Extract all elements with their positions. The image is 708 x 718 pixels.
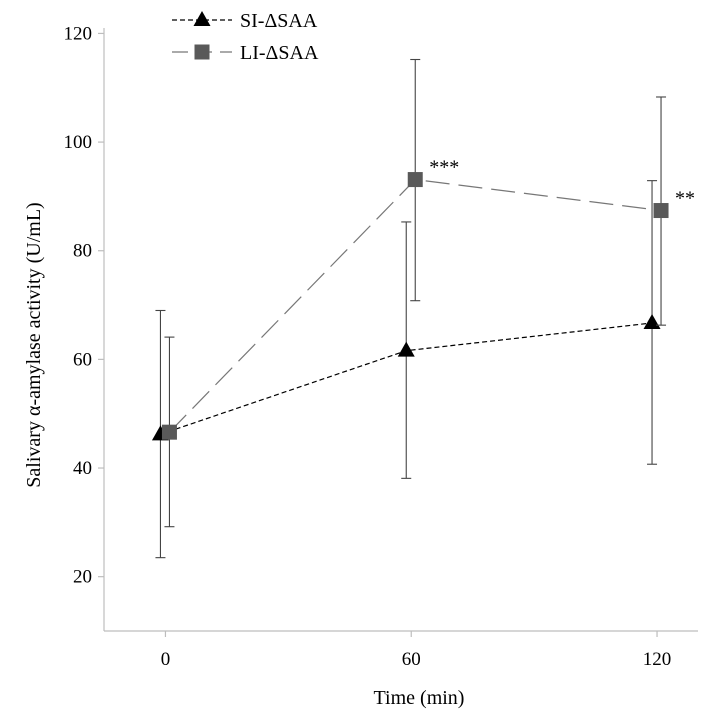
x-tick-label: 0 <box>161 649 171 670</box>
data-point <box>397 341 415 357</box>
legend-marker <box>193 11 211 26</box>
significance-label: *** <box>429 157 459 179</box>
y-tick-label: 80 <box>73 241 92 262</box>
y-tick-label: 60 <box>73 349 92 370</box>
series-triangle <box>151 180 661 559</box>
y-axis-title: Salivary α-amylase activity (U/mL) <box>23 202 45 487</box>
legend-label: LI-ΔSAA <box>240 42 319 64</box>
data-point <box>161 424 177 440</box>
data-point <box>407 172 423 188</box>
legend-label: SI-ΔSAA <box>240 10 318 32</box>
x-tick-label: 60 <box>402 649 421 670</box>
y-tick-label: 40 <box>73 458 92 479</box>
y-tick-label: 20 <box>73 567 92 588</box>
x-ticks: 0 60 120 <box>161 631 672 670</box>
legend-item: SI-ΔSAA <box>172 10 318 32</box>
y-tick-label: 120 <box>64 23 93 44</box>
data-point <box>643 313 661 329</box>
y-ticks: 20 40 60 80 100 120 <box>64 23 104 588</box>
series-square: ***** <box>161 58 695 528</box>
x-tick-label: 120 <box>643 649 672 670</box>
series-layer: ***** <box>151 58 695 559</box>
significance-label: ** <box>675 188 695 210</box>
data-point <box>653 203 669 219</box>
x-axis-title: Time (min) <box>374 687 465 709</box>
axes <box>103 28 698 632</box>
legend: SI-ΔSAA LI-ΔSAA <box>172 10 319 64</box>
legend-marker <box>194 44 210 60</box>
legend-item: LI-ΔSAA <box>172 42 319 64</box>
y-tick-label: 100 <box>64 132 93 153</box>
